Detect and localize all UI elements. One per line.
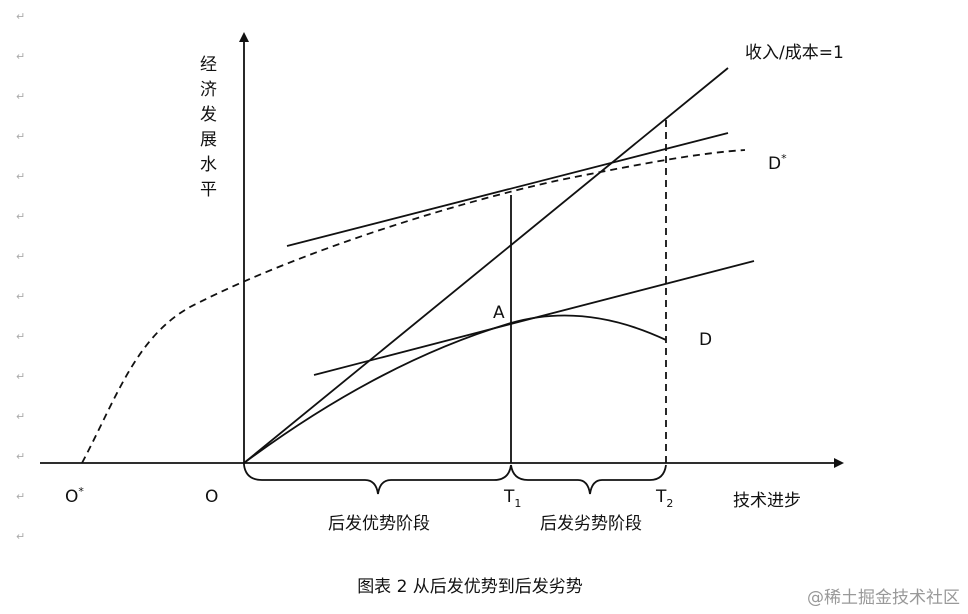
paragraph-mark: ↵ [16, 490, 25, 503]
label-text: T [655, 487, 667, 507]
axis-label: 经济发展水平 [200, 55, 217, 200]
label-sub: 2 [666, 497, 673, 510]
label-text: T [503, 487, 515, 507]
brace [243, 464, 512, 495]
paragraph-mark: ↵ [16, 90, 25, 103]
paragraph-mark: ↵ [16, 530, 25, 543]
axis-label-char: 济 [200, 80, 217, 100]
paragraph-mark: ↵ [16, 50, 25, 63]
point-label: O* [65, 485, 84, 507]
label-sup: * [78, 485, 84, 498]
ratio-line [243, 67, 729, 464]
watermark: @稀土掘金技术社区 [807, 588, 960, 608]
point-label: T1 [503, 487, 521, 510]
label-text: D [768, 154, 781, 174]
stage-label: 后发劣势阶段 [540, 514, 642, 534]
paragraph-mark: ↵ [16, 370, 25, 383]
axis-label-char: 展 [200, 130, 217, 150]
paragraph-mark: ↵ [16, 210, 25, 223]
paragraph-mark: ↵ [16, 410, 25, 423]
tangent-upper [286, 132, 729, 247]
curve-label: D [699, 330, 712, 350]
paragraph-mark: ↵ [16, 450, 25, 463]
stage-label: 后发优势阶段 [328, 514, 430, 534]
label-sup: * [781, 152, 787, 165]
paragraph-mark: ↵ [16, 170, 25, 183]
label-sub: 1 [514, 497, 521, 510]
axis-label-char: 经 [200, 55, 217, 75]
paragraph-mark: ↵ [16, 290, 25, 303]
axis-label-char: 水 [200, 155, 217, 175]
axis-label: 技术进步 [733, 491, 801, 511]
y-axis-label: 经济发展水平 [200, 55, 217, 200]
brace [510, 464, 667, 495]
curve-label: D* [768, 152, 787, 174]
caption: 图表 2 从后发优势到后发劣势 [357, 577, 583, 597]
tangent-a [313, 260, 755, 376]
point-label: T2 [655, 487, 673, 510]
paragraph-mark: ↵ [16, 330, 25, 343]
paragraph-mark: ↵ [16, 130, 25, 143]
point-label: A [493, 303, 505, 323]
paragraph-mark: ↵ [16, 10, 25, 23]
label-text: O [65, 487, 78, 507]
point-label: O [205, 487, 218, 507]
curve-label: 收入/成本=1 [745, 43, 844, 63]
axis-label-char: 平 [200, 180, 217, 200]
paragraph-mark: ↵ [16, 250, 25, 263]
d-star-curve [81, 149, 746, 464]
paragraph-marks: ↵ ↵ ↵ ↵ ↵ ↵ ↵ ↵ ↵ ↵ ↵ ↵ ↵ ↵ [16, 10, 25, 543]
axis-label-char: 发 [200, 105, 217, 125]
